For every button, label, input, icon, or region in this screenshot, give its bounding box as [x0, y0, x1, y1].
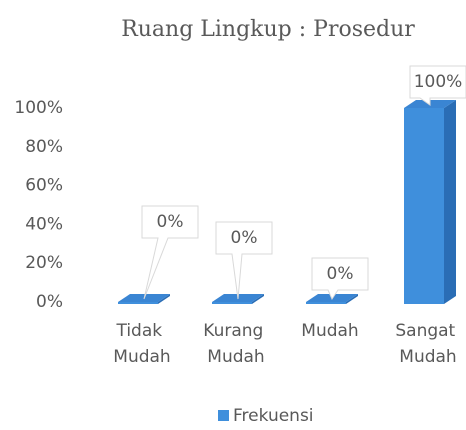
data-label: 0% [231, 228, 258, 248]
y-tick-label: 0% [36, 292, 63, 312]
legend-swatch [218, 410, 229, 421]
callout [409, 65, 466, 106]
callout [215, 221, 273, 300]
chart-title: Ruang Lingkup : Prosedur [121, 17, 415, 42]
x-tick-label: Kurang Mudah [203, 321, 268, 367]
bar-front [118, 302, 158, 304]
y-tick-label: 20% [25, 253, 63, 273]
y-tick-label: 60% [25, 176, 63, 196]
bar-side [158, 294, 170, 304]
bar-front [404, 108, 444, 304]
x-tick-label: Tidak Mudah [113, 321, 170, 367]
bar-front [212, 302, 252, 304]
x-tick-label: Sangat Mudah [395, 321, 460, 367]
bar [404, 100, 456, 304]
callout [141, 205, 199, 300]
y-tick-label: 100% [14, 98, 63, 118]
legend-label: Frekuensi [233, 406, 314, 426]
data-label: 0% [157, 212, 184, 232]
y-tick-label: 40% [25, 214, 63, 234]
x-tick-label: Mudah [301, 321, 358, 341]
y-tick-label: 80% [25, 137, 63, 157]
bar-side [252, 294, 264, 304]
bar-front [306, 302, 346, 304]
bar-side [444, 100, 456, 304]
bar-side [346, 294, 358, 304]
data-label: 0% [327, 264, 354, 284]
callout [311, 257, 369, 301]
data-label: 100% [414, 72, 463, 92]
